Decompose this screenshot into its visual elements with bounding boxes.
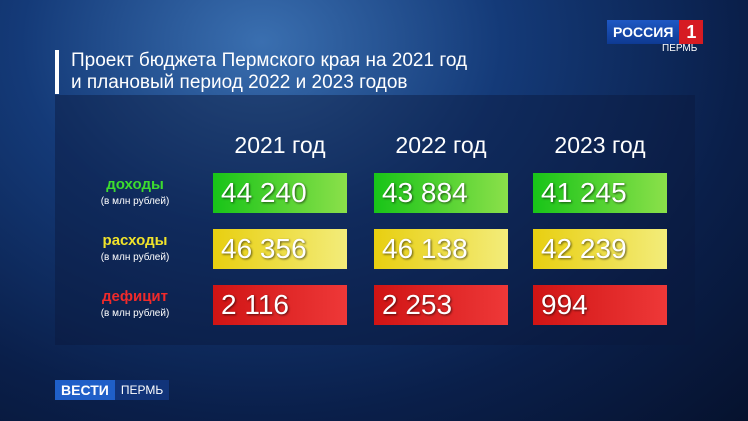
row-label: доходы: [106, 176, 164, 193]
row-unit: (в млн рублей): [100, 252, 170, 263]
value-cell: 43 884: [374, 173, 508, 213]
footer-brand: ВЕСТИ: [55, 380, 115, 400]
channel-logo: РОССИЯ 1: [607, 20, 704, 44]
value-cell: 2 253: [374, 285, 508, 325]
column-header: 2021 год: [234, 132, 326, 158]
column-header: 2023 год: [554, 132, 646, 158]
value-cell: 2 116: [213, 285, 347, 325]
value-cell: 42 239: [533, 229, 667, 269]
value-cell: 994: [533, 285, 667, 325]
footer: ВЕСТИ ПЕРМЬ: [55, 380, 170, 400]
row-unit: (в млн рублей): [100, 308, 170, 319]
row-label: дефицит: [102, 288, 168, 305]
value-cell: 44 240: [213, 173, 347, 213]
footer-region: ПЕРМЬ: [114, 380, 170, 400]
column-header: 2022 год: [395, 132, 487, 158]
channel-name: РОССИЯ: [607, 20, 680, 44]
row-unit: (в млн рублей): [100, 196, 170, 207]
value-cell: 46 138: [374, 229, 508, 269]
channel-number: 1: [679, 20, 704, 44]
title-line: и плановый период 2022 и 2023 годов: [71, 72, 408, 93]
value-cell: 41 245: [533, 173, 667, 213]
row-label: расходы: [102, 232, 168, 249]
value-cell: 46 356: [213, 229, 347, 269]
title-line: Проект бюджета Пермского края на 2021 го…: [71, 50, 468, 71]
logo-region: ПЕРМЬ: [662, 43, 698, 54]
title: Проект бюджета Пермского края на 2021 го…: [55, 50, 467, 94]
